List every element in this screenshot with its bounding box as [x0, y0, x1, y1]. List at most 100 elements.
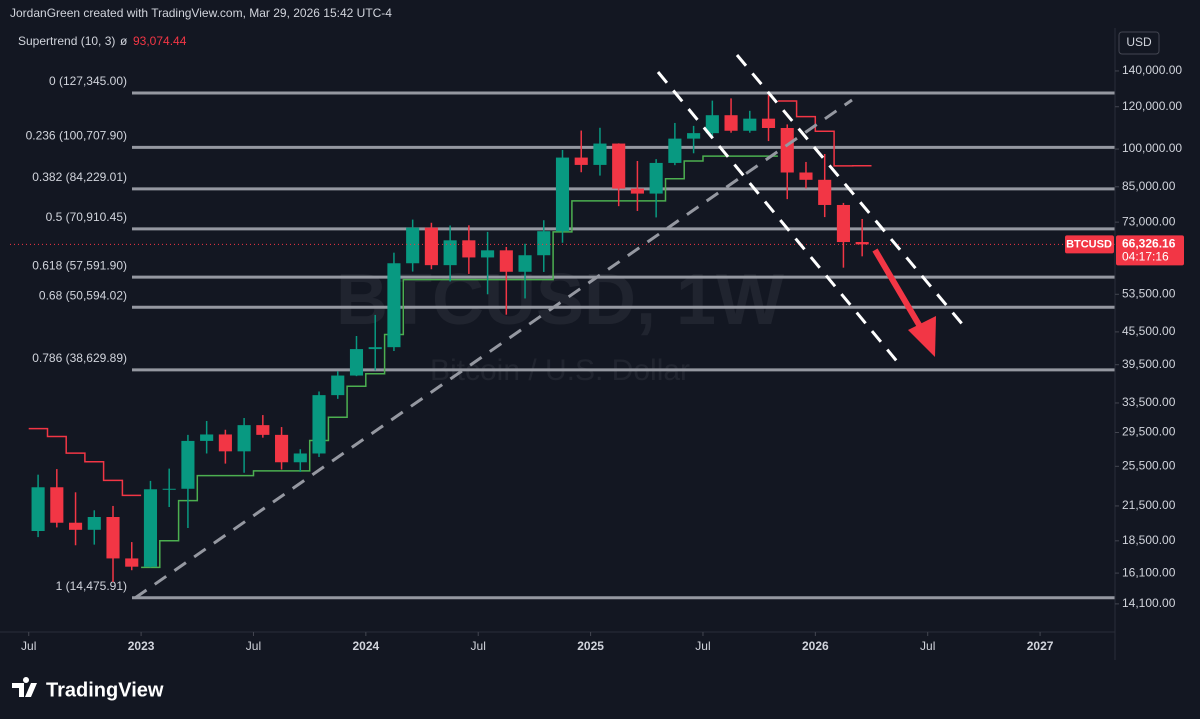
x-tick-label: Jul: [246, 639, 261, 653]
candle-body: [537, 231, 551, 256]
candle-body: [406, 227, 420, 264]
candle-body: [799, 172, 813, 180]
candle-body: [780, 127, 794, 173]
price-tag-countdown: 04:17:16: [1122, 250, 1169, 264]
channel-line: [656, 71, 902, 366]
drawings: [134, 54, 965, 600]
y-tick-label: 53,500.00: [1122, 286, 1176, 300]
fib-label: 0.236 (100,707.90): [26, 129, 127, 143]
trend-line: [134, 98, 853, 600]
fib-label: 0 (127,345.00): [49, 74, 127, 88]
y-tick-label: 29,500.00: [1122, 425, 1176, 439]
supertrend-line: [141, 155, 778, 569]
candle-body: [499, 250, 513, 272]
x-tick-label: 2026: [802, 639, 829, 653]
watermark-symbol: BTCUSD, 1W: [336, 260, 784, 340]
candle-body: [125, 558, 139, 567]
supertrend-line: [777, 100, 872, 167]
candle-body: [668, 138, 682, 163]
candle-body: [761, 118, 776, 128]
logo-icon: [12, 677, 37, 697]
candle-body: [593, 143, 607, 165]
candle-body: [68, 522, 83, 530]
y-tick-label: 21,500.00: [1122, 498, 1176, 512]
candle-body: [181, 440, 195, 489]
y-tick-label: 16,100.00: [1122, 565, 1176, 579]
candle-body: [218, 434, 232, 452]
candle-body: [630, 188, 644, 194]
candle-body: [481, 250, 495, 258]
candle-body: [349, 349, 364, 376]
candle-body: [31, 487, 45, 532]
fib-label: 0.618 (57,591.90): [32, 258, 127, 272]
candle-body: [293, 453, 307, 463]
y-tick-label: 33,500.00: [1122, 395, 1176, 409]
plot: 0 (127,345.00) 0.236 (100,707.90) 0.382 (8…: [10, 74, 1115, 600]
candle-body: [387, 263, 401, 348]
candle-body: [743, 118, 757, 131]
y-tick-label: 73,000.00: [1122, 214, 1176, 228]
fib-label: 0.786 (38,629.89): [32, 351, 127, 365]
x-tick-label: Jul: [21, 639, 36, 653]
candle-body: [518, 255, 532, 272]
y-tick-label: 39,500.00: [1122, 357, 1176, 371]
y-tick-label: 100,000.00: [1122, 141, 1182, 155]
candle-body: [555, 157, 570, 232]
x-tick-label: Jul: [695, 639, 710, 653]
candle-body: [312, 395, 326, 454]
y-tick-label: 25,500.00: [1122, 458, 1176, 472]
price-tag-value: 66,326.16: [1122, 237, 1176, 251]
candle-body: [237, 425, 251, 452]
candle-body: [462, 240, 476, 258]
x-tick-label: Jul: [471, 639, 486, 653]
candle-body: [331, 375, 345, 396]
y-tick-label: 140,000.00: [1122, 63, 1182, 77]
currency[interactable]: USD: [1126, 35, 1152, 49]
candle-body: [106, 516, 120, 559]
candle-body: [649, 162, 663, 194]
x-tick-label: 2024: [352, 639, 379, 653]
candle-body: [256, 425, 270, 435]
y-tick-label: 85,000.00: [1122, 179, 1176, 193]
candle-body: [275, 434, 289, 463]
candle-body: [574, 157, 588, 165]
arrow-shaft: [872, 248, 928, 337]
header: JordanGreen created with TradingView.com…: [10, 6, 392, 20]
symbol-tag-text: BTCUSD: [1066, 238, 1112, 250]
legend-symbol: ø: [120, 34, 128, 48]
fib-label: 0.68 (50,594.02): [39, 288, 127, 302]
arrow-head: [908, 316, 936, 357]
x-tick-label: 2023: [128, 639, 155, 653]
legend-value: 93,074.44: [133, 34, 187, 48]
price-tag: [1116, 235, 1184, 266]
logo: TradingView: [12, 677, 164, 701]
logo-text: TradingView: [46, 679, 164, 701]
currency-button[interactable]: [1118, 31, 1160, 55]
y-tick-label: 45,500.00: [1122, 324, 1176, 338]
x-tick-label: 2025: [577, 639, 604, 653]
legend-name: Supertrend (10, 3): [18, 34, 115, 48]
x-tick-label: Jul: [920, 639, 935, 653]
candle-body: [443, 240, 457, 266]
candle-body: [818, 179, 832, 205]
candle-body: [855, 242, 869, 245]
symbol-tag: [1065, 235, 1114, 254]
candle-body: [424, 227, 438, 266]
candle-body: [612, 143, 626, 189]
candle-body: [162, 488, 176, 490]
fib-label: 1 (14,475.91): [56, 579, 127, 593]
candle-body: [50, 487, 64, 523]
channel-line: [735, 54, 965, 326]
fib-label: 0.5 (70,910.45): [46, 210, 127, 224]
candle-body: [200, 434, 214, 441]
candle-body: [87, 516, 101, 530]
supertrend-line: [28, 427, 142, 497]
y-tick-label: 120,000.00: [1122, 99, 1182, 113]
x-tick-label: 2027: [1027, 639, 1054, 653]
candle-body: [705, 115, 719, 134]
candle-body: [368, 347, 382, 350]
fib-label: 0.382 (84,229.01): [32, 170, 127, 184]
candle-body: [724, 115, 738, 131]
y-tick-label: 14,100.00: [1122, 596, 1176, 610]
